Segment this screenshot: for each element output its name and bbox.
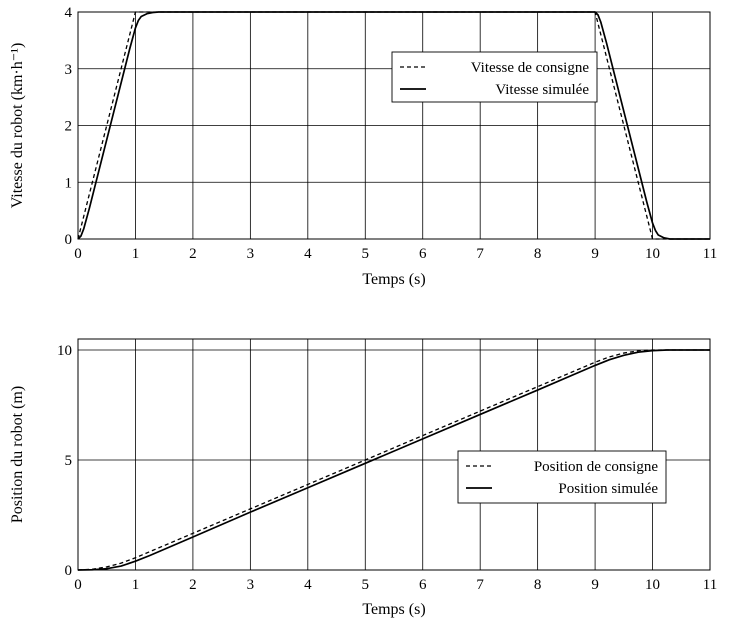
x-tick-label: 9 (591, 246, 599, 262)
plot-frame (77, 338, 711, 571)
legend-label: Vitesse simulée (495, 82, 589, 98)
x-tick-label: 6 (419, 246, 427, 262)
x-tick-label: 5 (362, 246, 370, 262)
x-tick-label: 8 (534, 246, 542, 262)
x-tick-label: 5 (362, 577, 370, 593)
x-tick-label: 3 (247, 246, 255, 262)
x-axis-label: Temps (s) (362, 601, 425, 618)
x-tick-label: 9 (591, 577, 599, 593)
series-line-simulee (77, 11, 710, 240)
x-tick-label: 6 (419, 577, 427, 593)
velocity-chart: 0 1 2 3 4 5 6 7 8 9 10 11 0 1 2 3 4 Temps (s) Vitesse du r… (9, 5, 717, 288)
grid (77, 11, 711, 240)
legend: Vitesse de consigne Vitesse simulée (391, 51, 598, 103)
x-tick-label: 4 (304, 577, 312, 593)
y-tick-label: 0 (65, 232, 73, 248)
x-tick-label: 0 (74, 577, 82, 593)
x-tick-label: 7 (476, 577, 484, 593)
legend-label: Position de consigne (534, 459, 659, 475)
x-tick-label: 8 (534, 577, 542, 593)
legend-label: Position simulée (558, 481, 658, 497)
x-tick-label: 3 (247, 577, 255, 593)
y-axis-label: Vitesse du robot (km·h⁻¹) (9, 43, 26, 209)
x-tick-label: 1 (132, 577, 140, 593)
y-tick-label: 0 (65, 563, 73, 579)
x-axis-label: Temps (s) (362, 271, 425, 288)
x-tick-label: 2 (189, 577, 197, 593)
y-axis-label: Position du robot (m) (9, 386, 26, 523)
x-tick-label: 0 (74, 246, 82, 262)
legend: Position de consigne Position simulée (457, 450, 667, 504)
y-tick-label: 3 (65, 62, 73, 78)
x-tick-label: 2 (189, 246, 197, 262)
y-tick-label: 1 (65, 175, 73, 191)
series-line-consigne (77, 349, 710, 571)
y-tick-label: 5 (65, 453, 73, 469)
position-chart: 0 1 2 3 4 5 6 7 8 9 10 11 0 5 10 Temps (s) Position du r… (9, 338, 717, 618)
y-tick-label: 10 (57, 343, 72, 359)
x-tick-label: 4 (304, 246, 312, 262)
x-tick-label: 1 (132, 246, 140, 262)
x-tick-label: 11 (703, 577, 717, 593)
x-tick-label: 10 (645, 577, 660, 593)
y-tick-label: 4 (65, 5, 73, 21)
y-tick-label: 2 (65, 119, 73, 135)
legend-box (391, 51, 598, 103)
x-tick-label: 10 (645, 246, 660, 262)
legend-box (457, 450, 667, 504)
x-tick-label: 7 (476, 246, 484, 262)
x-tick-label: 11 (703, 246, 717, 262)
legend-label: Vitesse de consigne (471, 60, 590, 76)
series-line-simulee (77, 349, 710, 571)
